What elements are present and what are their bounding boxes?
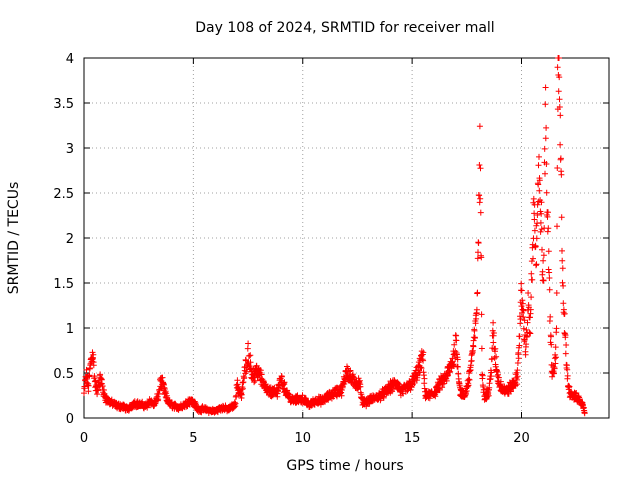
x-axis: 0 5 10 15 20 (80, 58, 530, 446)
x-tick-label: 5 (189, 431, 197, 446)
y-tick-label: 0.5 (53, 367, 74, 382)
y-tick-label: 3.5 (53, 97, 74, 112)
y-axis: 0 0.5 1 1.5 2 2.5 3 3.5 4 (53, 52, 609, 427)
y-axis-label: SRMTID / TECUs (6, 182, 22, 295)
x-tick-label: 15 (404, 431, 421, 446)
chart-title: Day 108 of 2024, SRMTID for receiver mal… (195, 20, 494, 36)
x-tick-label: 20 (513, 431, 530, 446)
x-tick-label: 0 (80, 431, 88, 446)
series-points-srmtid (81, 55, 588, 417)
y-tick-label: 2 (66, 232, 74, 247)
y-tick-label: 0 (66, 412, 74, 427)
y-tick-label: 4 (66, 52, 74, 67)
x-axis-label: GPS time / hours (286, 458, 403, 474)
y-tick-label: 2.5 (53, 187, 74, 202)
x-tick-label: 10 (294, 431, 311, 446)
y-tick-label: 1.5 (53, 277, 74, 292)
y-tick-label: 1 (66, 322, 74, 337)
y-tick-label: 3 (66, 142, 74, 157)
data-points (81, 55, 588, 417)
